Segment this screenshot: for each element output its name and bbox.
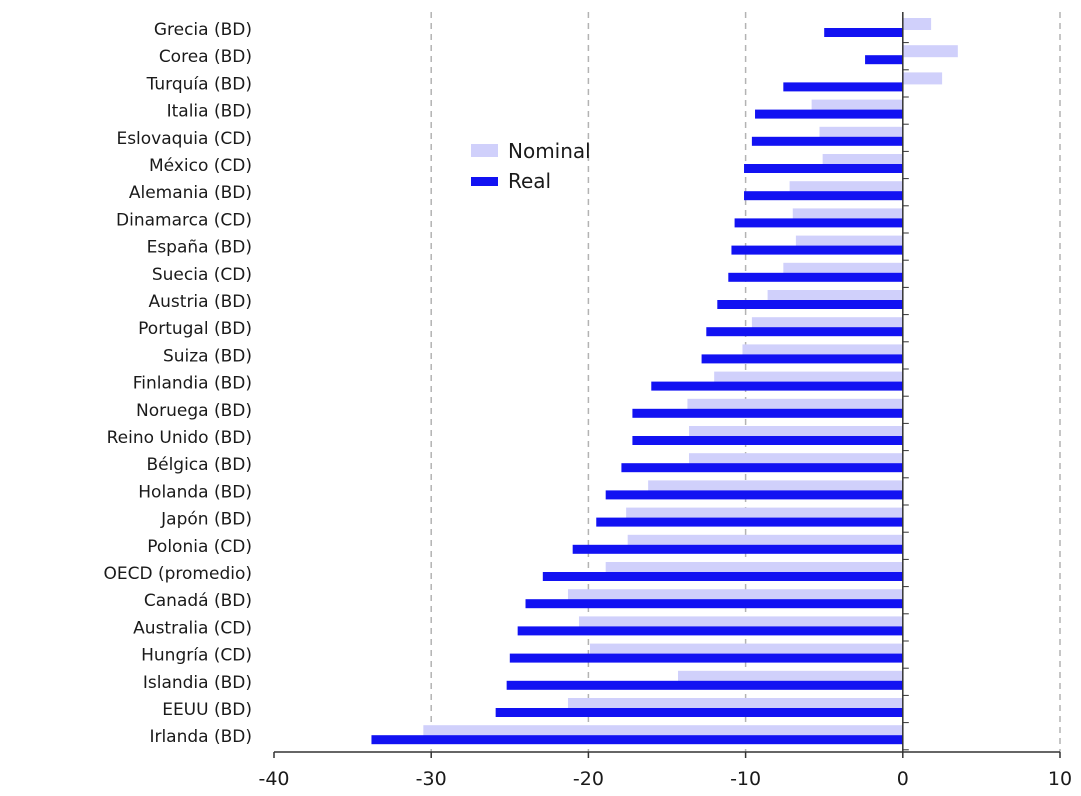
bar-real — [495, 708, 903, 717]
x-tick-label: -40 — [258, 768, 289, 790]
bar-nominal — [902, 18, 932, 30]
bar-real — [542, 572, 903, 581]
x-tick-label: 10 — [1048, 768, 1072, 790]
bar-real — [755, 109, 903, 119]
legend-swatch-real — [471, 177, 498, 186]
category-label: Islandia (BD) — [143, 673, 252, 693]
category-label: Italia (BD) — [167, 102, 252, 122]
category-label: Corea (BD) — [159, 47, 252, 67]
bar-real — [706, 327, 903, 337]
category-label: Reino Unido (BD) — [107, 428, 252, 448]
bar-real — [572, 544, 903, 554]
category-label: Bélgica (BD) — [146, 455, 252, 475]
x-tick-label: -30 — [416, 768, 447, 790]
bar-nominal — [648, 480, 903, 493]
bar-nominal — [567, 698, 903, 710]
bar-real — [744, 191, 903, 201]
bar-real — [605, 490, 903, 500]
category-label: Finlandia (BD) — [133, 374, 252, 394]
category-label: Hungría (CD) — [141, 646, 252, 666]
bar-nominal — [742, 344, 903, 357]
bar-real — [744, 164, 903, 173]
bar-real — [371, 735, 903, 745]
bars — [371, 18, 958, 745]
category-label: Irlanda (BD) — [149, 727, 252, 747]
bar-nominal — [578, 616, 903, 629]
category-label: México (CD) — [149, 156, 252, 176]
bar-real — [865, 55, 903, 65]
bar-real — [506, 680, 903, 690]
legend: Nominal Real — [471, 139, 591, 193]
category-label: Suiza (BD) — [163, 346, 252, 366]
bar-real — [632, 436, 903, 445]
bar-nominal — [792, 208, 903, 221]
bar-nominal — [423, 725, 903, 738]
bar-nominal — [811, 99, 903, 112]
category-label: OECD (promedio) — [104, 564, 253, 584]
bar-real — [621, 463, 903, 473]
bar-nominal — [783, 262, 903, 275]
bar-real — [728, 272, 903, 282]
category-label: Suecia (CD) — [152, 265, 252, 285]
category-label: Alemania (BD) — [129, 183, 252, 203]
bar-real — [717, 300, 903, 309]
bar-real — [751, 136, 903, 146]
bar-real — [509, 653, 903, 663]
bar-nominal — [767, 290, 903, 302]
bar-real — [596, 517, 903, 527]
category-label: Austria (BD) — [149, 292, 252, 312]
bar-nominal — [902, 45, 958, 58]
bar-real — [824, 28, 903, 37]
bar-nominal — [714, 371, 903, 384]
bar-nominal — [819, 126, 903, 139]
category-label: Japón (BD) — [160, 510, 252, 530]
category-label: Portugal (BD) — [138, 319, 252, 339]
category-label: Australia (CD) — [133, 618, 252, 638]
category-label: Canadá (BD) — [144, 591, 252, 611]
legend-label-nominal: Nominal — [508, 139, 591, 163]
bar-nominal — [795, 235, 903, 248]
bar-nominal — [689, 453, 903, 466]
bar-nominal — [626, 507, 903, 520]
bar-nominal — [678, 670, 903, 683]
bar-real — [701, 354, 903, 364]
category-label: Noruega (BD) — [136, 401, 252, 421]
category-label: Holanda (BD) — [138, 482, 252, 502]
bar-nominal — [687, 398, 903, 411]
bar-nominal — [589, 643, 903, 656]
category-label: Grecia (BD) — [154, 20, 252, 40]
category-label: España (BD) — [147, 238, 252, 258]
category-label: Eslovaquia (CD) — [116, 129, 252, 149]
category-labels: Grecia (BD) Corea (BD) Turquía (BD) Italia … — [104, 20, 253, 747]
category-label: Dinamarca (CD) — [116, 210, 252, 230]
bar-real — [517, 626, 903, 636]
bar-real — [632, 408, 903, 418]
bar-nominal — [751, 317, 903, 330]
category-label: Turquía (BD) — [146, 74, 252, 94]
bar-nominal — [822, 154, 903, 166]
bar-nominal — [902, 72, 943, 85]
bar-real — [525, 599, 903, 609]
category-label: Polonia (CD) — [147, 537, 252, 557]
x-tick-label: -20 — [573, 768, 604, 790]
category-label: EEUU (BD) — [162, 700, 252, 720]
bar-real — [783, 82, 903, 92]
bar-real — [651, 381, 903, 391]
bar-nominal — [627, 534, 903, 547]
bar-nominal — [789, 181, 903, 194]
bar-nominal — [567, 589, 903, 602]
bar-nominal — [605, 562, 903, 574]
legend-swatch-nominal — [471, 144, 498, 157]
tick-labels: -40 -30 -20 -10 0 10 — [258, 768, 1072, 790]
legend-label-real: Real — [508, 169, 551, 193]
x-tick-label: 0 — [897, 768, 909, 790]
bar-real — [734, 218, 903, 228]
bar-nominal — [689, 426, 903, 438]
x-tick-label: -10 — [730, 768, 761, 790]
bar-real — [731, 245, 903, 255]
axes — [273, 12, 1061, 758]
